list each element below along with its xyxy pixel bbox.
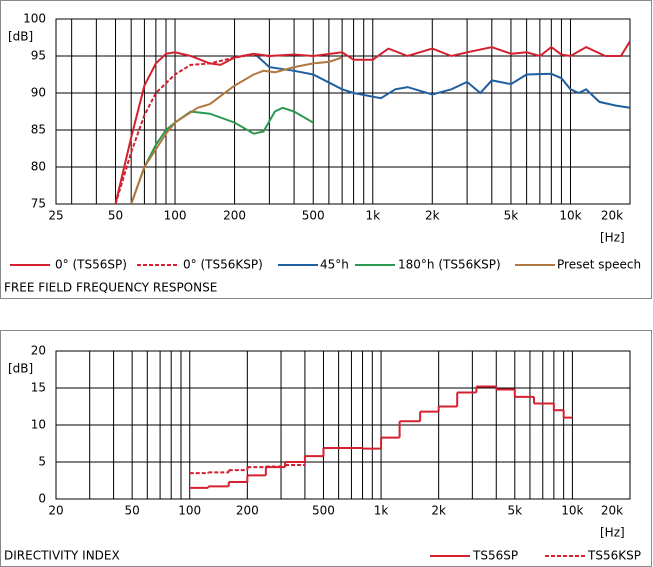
y-tick-label: 95 bbox=[31, 49, 46, 63]
panel-frame bbox=[0, 0, 652, 299]
legend-label: 0° (TS56KSP) bbox=[183, 258, 263, 272]
x-tick-label: 1k bbox=[374, 504, 389, 518]
legend-label: 180°h (TS56KSP) bbox=[398, 258, 501, 272]
plot-area bbox=[55, 18, 631, 205]
legend-label: 45°h bbox=[320, 258, 349, 272]
x-tick-label: 50 bbox=[124, 504, 139, 518]
y-tick-label: 0 bbox=[38, 492, 46, 506]
y-axis-label: [dB] bbox=[8, 362, 33, 376]
y-tick-label: 15 bbox=[31, 381, 46, 395]
y-axis-label: [dB] bbox=[8, 30, 33, 44]
x-tick-label: 500 bbox=[302, 209, 325, 223]
y-tick-label: 5 bbox=[38, 455, 46, 469]
x-tick-label: 2k bbox=[431, 504, 446, 518]
x-tick-label: 50 bbox=[108, 209, 123, 223]
x-axis-label: [Hz] bbox=[600, 231, 625, 245]
series-line bbox=[130, 56, 343, 204]
y-tick-label: 90 bbox=[31, 86, 46, 100]
x-tick-label: 5k bbox=[508, 504, 523, 518]
series-line bbox=[114, 40, 630, 204]
legend-label: 0° (TS56SP) bbox=[55, 258, 127, 272]
x-tick-label: 1k bbox=[365, 209, 380, 223]
x-tick-label: 20 bbox=[48, 504, 63, 518]
x-tick-label: 25 bbox=[48, 209, 63, 223]
y-tick-label: 85 bbox=[31, 123, 46, 137]
x-tick-label: 100 bbox=[164, 209, 187, 223]
x-tick-label: 2k bbox=[425, 209, 440, 223]
y-tick-label: 80 bbox=[31, 160, 46, 174]
y-tick-label: 20 bbox=[31, 344, 46, 358]
x-tick-label: 100 bbox=[178, 504, 201, 518]
series-line bbox=[130, 106, 314, 204]
legend-label: TS56KSP bbox=[587, 549, 641, 563]
y-tick-label: 75 bbox=[31, 197, 46, 211]
series-line bbox=[114, 53, 270, 204]
x-tick-label: 5k bbox=[504, 209, 519, 223]
legend-label: Preset speech bbox=[557, 258, 641, 272]
x-tick-label: 10k bbox=[559, 209, 581, 223]
legend-label: TS56SP bbox=[472, 549, 518, 563]
x-tick-label: 500 bbox=[312, 504, 335, 518]
series-line bbox=[256, 55, 630, 109]
chart-title: DIRECTIVITY INDEX bbox=[4, 549, 120, 563]
x-tick-label: 20k bbox=[601, 504, 623, 518]
y-tick-label: 100 bbox=[23, 12, 46, 26]
x-axis-label: [Hz] bbox=[600, 526, 625, 540]
x-tick-label: 200 bbox=[236, 504, 259, 518]
chart-title: FREE FIELD FREQUENCY RESPONSE bbox=[4, 281, 217, 295]
y-tick-label: 10 bbox=[31, 418, 46, 432]
x-tick-label: 200 bbox=[223, 209, 246, 223]
x-tick-label: 10k bbox=[561, 504, 583, 518]
x-tick-label: 20k bbox=[601, 209, 623, 223]
